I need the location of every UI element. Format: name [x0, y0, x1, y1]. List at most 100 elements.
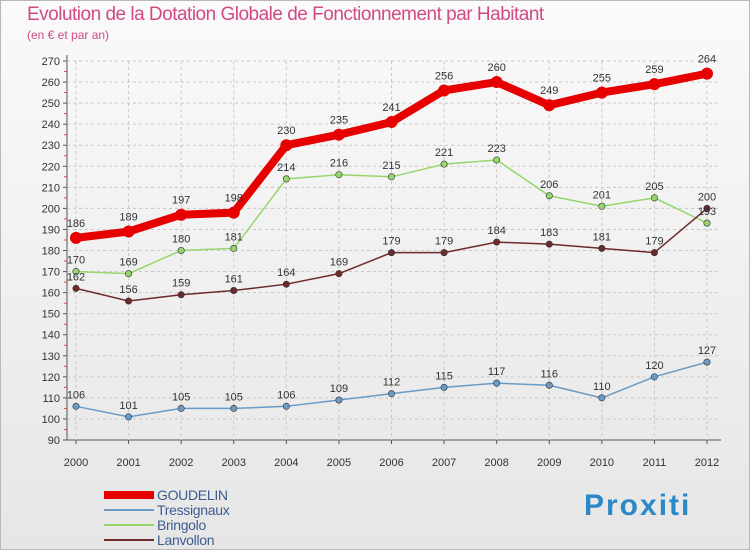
- tick-label-y-210: 210: [42, 182, 60, 194]
- data-label-bringolo-2005: 216: [330, 158, 348, 170]
- point-lanvollon-2001: [125, 297, 133, 305]
- chart-subtitle: (en € et par an): [27, 28, 110, 42]
- point-bringolo-2007: [440, 160, 448, 168]
- data-label-lanvollon-2011: 179: [645, 236, 663, 248]
- series-layer: [70, 67, 713, 421]
- chart-title: Evolution de la Dotation Globale de Fonc…: [27, 4, 544, 25]
- tick-label-y-130: 130: [42, 351, 60, 363]
- data-label-bringolo-2004: 214: [277, 162, 295, 174]
- data-label-bringolo-2010: 201: [593, 189, 611, 201]
- data-label-bringolo-2012: 193: [698, 206, 716, 218]
- data-label-tressignaux-2005: 109: [330, 383, 348, 395]
- point-goudelin-2012: [701, 67, 713, 80]
- data-label-goudelin-2004: 230: [277, 125, 295, 137]
- data-label-goudelin-2010: 255: [593, 73, 611, 85]
- tick-label-y-100: 100: [42, 414, 60, 426]
- legend-swatch-goudelin: [104, 490, 154, 499]
- point-lanvollon-2011: [650, 249, 658, 257]
- data-label-tressignaux-2002: 105: [172, 391, 190, 403]
- data-label-goudelin-2005: 235: [330, 115, 348, 127]
- data-label-lanvollon-2001: 156: [119, 284, 137, 296]
- point-bringolo-2008: [493, 156, 501, 164]
- point-lanvollon-2004: [282, 280, 290, 288]
- data-label-goudelin-2009: 249: [540, 85, 558, 97]
- data-label-lanvollon-2004: 164: [277, 267, 295, 279]
- point-goudelin-2009: [543, 99, 556, 112]
- data-label-bringolo-2009: 206: [540, 179, 558, 191]
- data-label-bringolo-2001: 169: [119, 257, 137, 269]
- tick-label-y-110: 110: [42, 393, 60, 405]
- data-labels: 106 101 105 105 106 109 112 115 117 116 110 120 127 1…: [67, 54, 716, 412]
- tick-label-y-190: 190: [42, 224, 60, 236]
- point-tressignaux-2010: [598, 394, 606, 402]
- point-tressignaux-2008: [493, 379, 501, 387]
- legend-item-goudelin: GOUDELIN: [104, 487, 228, 502]
- point-tressignaux-2002: [177, 404, 185, 412]
- point-lanvollon-2003: [230, 287, 238, 295]
- tick-label-x-2007: 2007: [432, 457, 456, 469]
- point-tressignaux-2004: [282, 402, 290, 410]
- point-lanvollon-2002: [177, 291, 185, 299]
- point-bringolo-2009: [545, 192, 553, 200]
- point-goudelin-2008: [490, 76, 503, 89]
- point-goudelin-2002: [175, 208, 188, 221]
- data-label-goudelin-2012: 264: [698, 54, 716, 66]
- tick-label-y-140: 140: [42, 330, 60, 342]
- point-bringolo-2004: [282, 175, 290, 183]
- data-label-lanvollon-2010: 181: [593, 231, 611, 243]
- data-label-lanvollon-2003: 161: [225, 274, 243, 286]
- legend-label-goudelin: GOUDELIN: [157, 486, 228, 503]
- tick-label-y-170: 170: [42, 267, 60, 279]
- legend-label-bringolo: Bringolo: [157, 516, 206, 533]
- data-label-lanvollon-2008: 184: [487, 225, 505, 237]
- data-label-goudelin-2000: 186: [67, 218, 85, 230]
- point-goudelin-2006: [385, 116, 398, 129]
- data-label-bringolo-2008: 223: [487, 143, 505, 155]
- legend-label-tressignaux: Tressignaux: [157, 501, 230, 518]
- data-label-tressignaux-2006: 112: [383, 377, 401, 389]
- tick-label-y-200: 200: [42, 203, 60, 215]
- point-tressignaux-2005: [335, 396, 343, 404]
- tick-label-y-220: 220: [42, 161, 60, 173]
- point-goudelin-2000: [70, 231, 82, 244]
- tick-label-x-2011: 2011: [643, 457, 667, 469]
- data-label-bringolo-2007: 221: [435, 147, 453, 159]
- data-label-lanvollon-2005: 169: [330, 257, 348, 269]
- data-label-goudelin-2007: 256: [435, 70, 453, 82]
- tick-label-y-230: 230: [42, 140, 60, 152]
- point-bringolo-2012: [703, 219, 711, 227]
- point-tressignaux-2006: [387, 390, 395, 398]
- data-label-bringolo-2003: 181: [225, 231, 243, 243]
- data-label-tressignaux-2000: 106: [67, 389, 85, 401]
- data-label-lanvollon-2007: 179: [435, 236, 453, 248]
- data-label-tressignaux-2008: 117: [488, 366, 506, 378]
- data-label-tressignaux-2003: 105: [225, 391, 243, 403]
- point-goudelin-2001: [122, 225, 135, 238]
- data-label-tressignaux-2011: 120: [645, 360, 663, 372]
- data-label-bringolo-2011: 205: [645, 181, 663, 193]
- proxiti-logo: Proxiti: [584, 489, 692, 522]
- legend-item-bringolo: Bringolo: [104, 517, 206, 532]
- data-label-goudelin-2006: 241: [382, 102, 400, 114]
- point-tressignaux-2001: [125, 413, 133, 421]
- tick-label-x-2012: 2012: [695, 457, 719, 469]
- tick-label-x-2009: 2009: [537, 457, 561, 469]
- data-label-goudelin-2003: 198: [225, 193, 243, 205]
- point-tressignaux-2011: [650, 373, 658, 381]
- point-lanvollon-2010: [598, 244, 606, 252]
- point-lanvollon-2009: [545, 240, 553, 248]
- data-label-goudelin-2001: 189: [119, 212, 137, 224]
- tick-label-x-2005: 2005: [327, 457, 351, 469]
- point-tressignaux-2012: [703, 358, 711, 366]
- point-lanvollon-2012: [703, 204, 711, 212]
- legend-swatch-lanvollon: [104, 538, 154, 541]
- data-label-goudelin-2011: 259: [645, 64, 663, 76]
- tick-label-y-180: 180: [42, 246, 60, 258]
- data-label-tressignaux-2009: 116: [540, 368, 558, 380]
- data-label-bringolo-2002: 180: [172, 234, 190, 246]
- tick-label-x-2001: 2001: [116, 457, 140, 469]
- data-label-lanvollon-2012: 200: [698, 191, 716, 203]
- data-label-lanvollon-2009: 183: [540, 227, 558, 239]
- tick-label-x-2004: 2004: [274, 457, 298, 469]
